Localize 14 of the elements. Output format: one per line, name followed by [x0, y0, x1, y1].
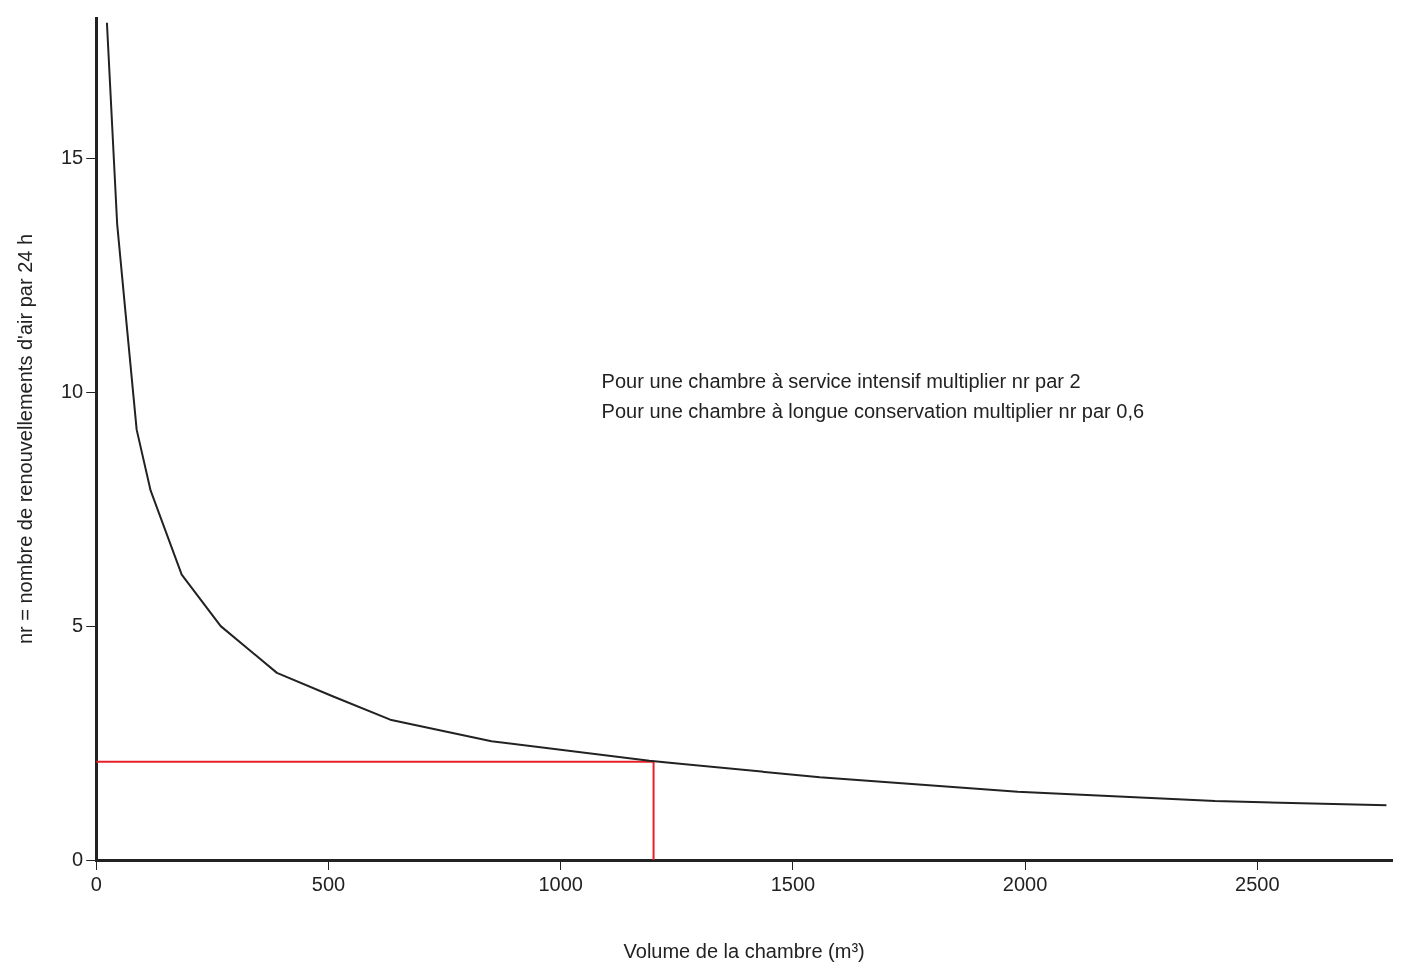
- x-tick-label: 500: [311, 872, 346, 895]
- x-tick-label: 1500: [770, 872, 816, 895]
- x-axis-title: Volume de la chambre (m³): [623, 939, 865, 962]
- x-tick-label: 2500: [1235, 872, 1280, 895]
- y-axis-title: nr = nombre de renouvellements d'air par 24 h: [13, 233, 36, 645]
- x-tick-label: 1000: [538, 872, 583, 895]
- y-tick-label: 5: [72, 613, 84, 636]
- y-tick-label: 10: [61, 379, 84, 402]
- y-tick-label: 0: [72, 847, 84, 870]
- annotation: Pour une chambre à service intensif multiplier nr par 2: [601, 370, 1081, 393]
- annotation: Pour une chambre à longue conservation multiplier nr par 0,6: [601, 400, 1145, 423]
- x-tick-label: 2000: [1002, 872, 1048, 895]
- y-tick-label: 15: [61, 145, 84, 168]
- x-tick-label: 0: [90, 872, 102, 895]
